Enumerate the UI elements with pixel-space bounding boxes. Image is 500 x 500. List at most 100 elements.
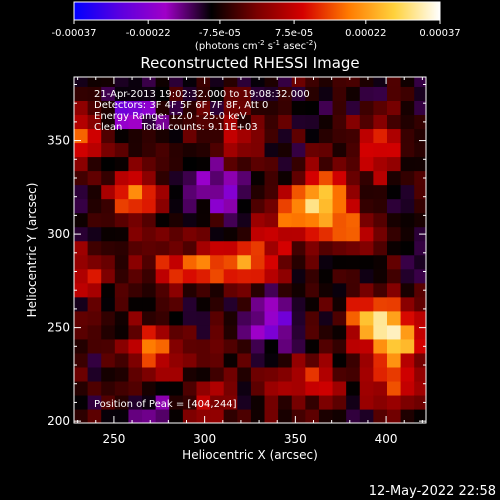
heatmap-cell bbox=[196, 324, 211, 340]
heatmap-cell bbox=[346, 338, 361, 354]
heatmap-cell bbox=[264, 338, 279, 354]
heatmap-cell bbox=[142, 394, 157, 410]
heatmap-cell bbox=[223, 352, 238, 368]
heatmap-cell bbox=[223, 408, 238, 423]
heatmap-cell bbox=[278, 86, 293, 101]
heatmap-cell bbox=[237, 77, 252, 87]
heatmap-cell bbox=[196, 352, 211, 368]
heatmap-cell bbox=[373, 142, 388, 158]
heatmap-cell bbox=[400, 268, 415, 284]
heatmap-cell bbox=[332, 212, 347, 228]
heatmap-cell bbox=[101, 184, 116, 200]
heatmap-cell bbox=[101, 77, 116, 87]
heatmap-cell bbox=[237, 394, 252, 410]
x-axis: 250 300 350 400 bbox=[77, 77, 423, 446]
heatmap-cell bbox=[318, 226, 334, 242]
heatmap-cell bbox=[128, 77, 143, 87]
heatmap-cell bbox=[414, 282, 426, 298]
heatmap-cell bbox=[196, 86, 211, 101]
heatmap-cell bbox=[155, 128, 170, 144]
heatmap-cell bbox=[414, 100, 426, 116]
heatmap-cell bbox=[223, 296, 238, 312]
heatmap-cell bbox=[305, 114, 320, 130]
heatmap-cell bbox=[278, 240, 293, 256]
observation-info: 21-Apr-2013 19:02:32.000 to 19:08:32.000… bbox=[94, 89, 310, 133]
heatmap-cell bbox=[128, 366, 143, 382]
heatmap-cell bbox=[114, 366, 130, 382]
heatmap-cell bbox=[210, 128, 225, 144]
heatmap-cell bbox=[155, 338, 170, 354]
heatmap-cell bbox=[332, 77, 347, 87]
heatmap-cell bbox=[182, 156, 198, 172]
heatmap-cell bbox=[196, 170, 211, 186]
heatmap-cell bbox=[291, 142, 306, 158]
heatmap-cell bbox=[196, 310, 211, 326]
heatmap-cell bbox=[114, 310, 130, 326]
heatmap-cell bbox=[196, 296, 211, 312]
heatmap-cell bbox=[169, 380, 184, 396]
heatmap-cell bbox=[400, 184, 415, 200]
heatmap-cell bbox=[237, 338, 252, 354]
heatmap-cell bbox=[318, 268, 334, 284]
heatmap-cell bbox=[196, 198, 211, 214]
heatmap-cell bbox=[346, 100, 361, 116]
heatmap-cell bbox=[359, 170, 374, 186]
heatmap-cell bbox=[346, 226, 361, 242]
heatmap-cell bbox=[182, 366, 198, 382]
heatmap-cell bbox=[278, 352, 293, 368]
heatmap-cell bbox=[400, 338, 415, 354]
heatmap-cell bbox=[373, 394, 388, 410]
heatmap-cell bbox=[74, 240, 89, 256]
heatmap-cell bbox=[74, 86, 89, 101]
heatmap-cell bbox=[182, 100, 198, 116]
heatmap-cell bbox=[128, 212, 143, 228]
heatmap-cell bbox=[237, 114, 252, 130]
heatmap-cell bbox=[332, 366, 347, 382]
heatmap-cell bbox=[128, 394, 143, 410]
heatmap-cell bbox=[414, 142, 426, 158]
heatmap-cell bbox=[182, 338, 198, 354]
heatmap-cell bbox=[169, 254, 184, 270]
heatmap-cell bbox=[318, 282, 334, 298]
heatmap-cell bbox=[278, 338, 293, 354]
heatmap-cell bbox=[142, 408, 157, 423]
heatmap-cell bbox=[182, 86, 198, 101]
heatmap-cell bbox=[87, 394, 102, 410]
heatmap-cell bbox=[169, 184, 184, 200]
heatmap-cell bbox=[169, 198, 184, 214]
heatmap-cell bbox=[400, 226, 415, 242]
heatmap-cell bbox=[414, 198, 426, 214]
heatmap-cell bbox=[386, 324, 402, 340]
heatmap-cell bbox=[223, 170, 238, 186]
heatmap-cell bbox=[237, 240, 252, 256]
heatmap-cell bbox=[87, 77, 102, 87]
heatmap-cell bbox=[305, 352, 320, 368]
heatmap-cell bbox=[114, 254, 130, 270]
heatmap-cell bbox=[318, 114, 334, 130]
heatmap-cell bbox=[264, 282, 279, 298]
heatmap-cell bbox=[169, 394, 184, 410]
heatmap-cell bbox=[414, 86, 426, 101]
heatmap-cell bbox=[101, 86, 116, 101]
heatmap-cell bbox=[128, 268, 143, 284]
heatmap-cell bbox=[305, 268, 320, 284]
heatmap-cell bbox=[210, 366, 225, 382]
heatmap-cell bbox=[101, 338, 116, 354]
heatmap-cell bbox=[373, 254, 388, 270]
heatmap-cell bbox=[223, 254, 238, 270]
heatmap-cell bbox=[155, 310, 170, 326]
heatmap-cell bbox=[305, 366, 320, 382]
heatmap-cell bbox=[305, 128, 320, 144]
heatmap-cell bbox=[142, 296, 157, 312]
heatmap-cell bbox=[250, 226, 266, 242]
heatmap-cell bbox=[250, 282, 266, 298]
heatmap-cell bbox=[87, 310, 102, 326]
heatmap-cell bbox=[318, 324, 334, 340]
heatmap-cell bbox=[386, 170, 402, 186]
heatmap-cell bbox=[74, 338, 89, 354]
heatmap-cell bbox=[359, 198, 374, 214]
heatmap-cell bbox=[142, 240, 157, 256]
heatmap-cell bbox=[291, 282, 306, 298]
heatmap-cell bbox=[128, 282, 143, 298]
heatmap-cell bbox=[400, 100, 415, 116]
